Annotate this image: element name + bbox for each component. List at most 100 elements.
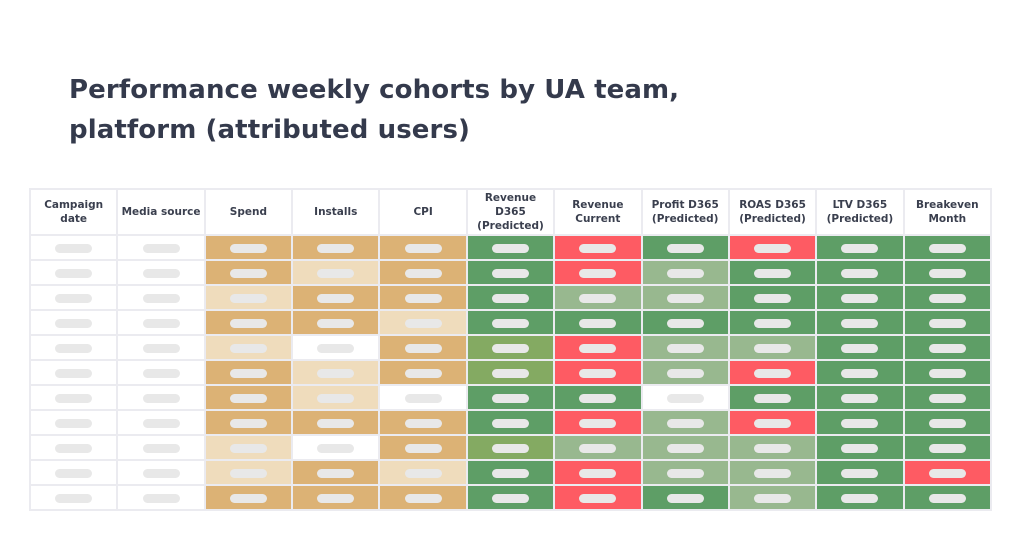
cell-revenue-d365[interactable]: [465, 484, 556, 511]
cell-revenue-d365[interactable]: [465, 334, 556, 361]
cell-ltv-d365[interactable]: [815, 334, 905, 361]
cell-spend[interactable]: [203, 259, 294, 286]
cell-breakeven-month[interactable]: [902, 384, 993, 411]
cell-campaign-date[interactable]: [28, 259, 119, 286]
cell-ltv-d365[interactable]: [815, 359, 905, 386]
cell-ltv-d365[interactable]: [815, 434, 905, 461]
cell-breakeven-month[interactable]: [902, 259, 993, 286]
column-header-breakeven-month[interactable]: Breakeven Month: [902, 188, 993, 236]
cell-profit-d365[interactable]: [640, 409, 730, 436]
cell-revenue-current[interactable]: [553, 434, 643, 461]
column-header-roas-d365[interactable]: ROAS D365 (Predicted): [727, 188, 818, 236]
cell-roas-d365[interactable]: [727, 384, 818, 411]
cell-roas-d365[interactable]: [727, 284, 818, 311]
table-row[interactable]: [28, 359, 993, 386]
cell-profit-d365[interactable]: [640, 334, 730, 361]
cell-installs[interactable]: [291, 309, 381, 336]
cell-breakeven-month[interactable]: [902, 334, 993, 361]
cell-revenue-current[interactable]: [553, 234, 643, 261]
cell-media-source[interactable]: [116, 484, 206, 511]
cell-breakeven-month[interactable]: [902, 409, 993, 436]
cell-profit-d365[interactable]: [640, 284, 730, 311]
cell-installs[interactable]: [291, 284, 381, 311]
cell-breakeven-month[interactable]: [902, 234, 993, 261]
column-header-media-source[interactable]: Media source: [116, 188, 206, 236]
cell-revenue-d365[interactable]: [465, 459, 556, 486]
cell-revenue-d365[interactable]: [465, 384, 556, 411]
cell-revenue-d365[interactable]: [465, 359, 556, 386]
cell-roas-d365[interactable]: [727, 409, 818, 436]
cell-spend[interactable]: [203, 384, 294, 411]
cell-revenue-current[interactable]: [553, 259, 643, 286]
cell-profit-d365[interactable]: [640, 359, 730, 386]
cell-media-source[interactable]: [116, 259, 206, 286]
cell-roas-d365[interactable]: [727, 459, 818, 486]
cell-roas-d365[interactable]: [727, 334, 818, 361]
cell-ltv-d365[interactable]: [815, 309, 905, 336]
cell-media-source[interactable]: [116, 434, 206, 461]
cell-profit-d365[interactable]: [640, 434, 730, 461]
cell-installs[interactable]: [291, 234, 381, 261]
cell-revenue-current[interactable]: [553, 384, 643, 411]
cell-media-source[interactable]: [116, 384, 206, 411]
cell-installs[interactable]: [291, 259, 381, 286]
cell-roas-d365[interactable]: [727, 234, 818, 261]
column-header-campaign-date[interactable]: Campaign date: [28, 188, 119, 236]
cell-spend[interactable]: [203, 234, 294, 261]
table-row[interactable]: [28, 459, 993, 486]
cell-media-source[interactable]: [116, 459, 206, 486]
cell-campaign-date[interactable]: [28, 234, 119, 261]
cell-cpi[interactable]: [378, 459, 468, 486]
cell-cpi[interactable]: [378, 434, 468, 461]
cell-breakeven-month[interactable]: [902, 484, 993, 511]
cell-breakeven-month[interactable]: [902, 359, 993, 386]
column-header-cpi[interactable]: CPI: [378, 188, 468, 236]
cell-campaign-date[interactable]: [28, 459, 119, 486]
cell-cpi[interactable]: [378, 234, 468, 261]
cell-spend[interactable]: [203, 309, 294, 336]
table-row[interactable]: [28, 334, 993, 361]
cell-cpi[interactable]: [378, 309, 468, 336]
cell-ltv-d365[interactable]: [815, 409, 905, 436]
cell-revenue-current[interactable]: [553, 409, 643, 436]
cell-profit-d365[interactable]: [640, 484, 730, 511]
column-header-revenue-d365[interactable]: Revenue D365 (Predicted): [465, 188, 556, 236]
cell-roas-d365[interactable]: [727, 359, 818, 386]
cell-revenue-current[interactable]: [553, 284, 643, 311]
table-row[interactable]: [28, 259, 993, 286]
cell-cpi[interactable]: [378, 384, 468, 411]
table-row[interactable]: [28, 284, 993, 311]
cell-spend[interactable]: [203, 484, 294, 511]
cell-breakeven-month[interactable]: [902, 309, 993, 336]
cell-revenue-current[interactable]: [553, 309, 643, 336]
cell-profit-d365[interactable]: [640, 309, 730, 336]
cell-installs[interactable]: [291, 384, 381, 411]
cell-campaign-date[interactable]: [28, 284, 119, 311]
cell-profit-d365[interactable]: [640, 234, 730, 261]
cell-ltv-d365[interactable]: [815, 259, 905, 286]
column-header-ltv-d365[interactable]: LTV D365 (Predicted): [815, 188, 905, 236]
cell-revenue-d365[interactable]: [465, 434, 556, 461]
cell-installs[interactable]: [291, 459, 381, 486]
cell-campaign-date[interactable]: [28, 484, 119, 511]
cell-ltv-d365[interactable]: [815, 284, 905, 311]
cell-profit-d365[interactable]: [640, 384, 730, 411]
cell-media-source[interactable]: [116, 409, 206, 436]
cell-roas-d365[interactable]: [727, 309, 818, 336]
table-row[interactable]: [28, 484, 993, 511]
column-header-profit-d365[interactable]: Profit D365 (Predicted): [640, 188, 730, 236]
cell-campaign-date[interactable]: [28, 309, 119, 336]
cell-media-source[interactable]: [116, 309, 206, 336]
cell-campaign-date[interactable]: [28, 359, 119, 386]
cell-campaign-date[interactable]: [28, 409, 119, 436]
cell-revenue-current[interactable]: [553, 459, 643, 486]
table-row[interactable]: [28, 434, 993, 461]
cell-media-source[interactable]: [116, 284, 206, 311]
cell-roas-d365[interactable]: [727, 484, 818, 511]
cell-revenue-d365[interactable]: [465, 234, 556, 261]
cell-profit-d365[interactable]: [640, 259, 730, 286]
cell-spend[interactable]: [203, 284, 294, 311]
cell-installs[interactable]: [291, 434, 381, 461]
cell-installs[interactable]: [291, 484, 381, 511]
table-row[interactable]: [28, 234, 993, 261]
